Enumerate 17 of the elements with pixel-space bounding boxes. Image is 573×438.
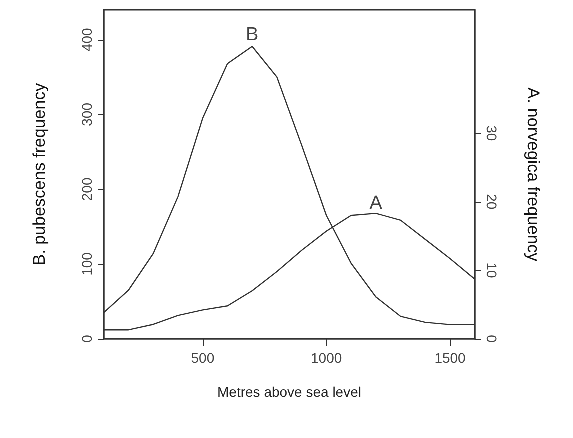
y2-tick-label: 20 <box>484 194 500 210</box>
y-tick-label: 300 <box>79 102 95 126</box>
annotation: A <box>370 192 383 214</box>
x-tick-label: 1000 <box>311 350 342 366</box>
y-tick-label: 100 <box>79 252 95 276</box>
annotation: B <box>246 24 259 46</box>
y2-tick-label: 30 <box>484 126 500 142</box>
y-tick-label: 200 <box>79 178 95 202</box>
y-tick-label: 400 <box>79 28 95 52</box>
x-axis-title: Metres above sea level <box>218 384 362 400</box>
y-tick-label: 0 <box>79 334 95 343</box>
y-axis-title: B. pubescens frequency <box>30 82 49 266</box>
x-tick-label: 500 <box>191 350 215 366</box>
y2-axis-title: A. norvegica frequency <box>524 88 543 262</box>
x-tick-label: 1500 <box>434 350 466 366</box>
y2-tick-label: 0 <box>484 335 500 344</box>
y2-tick-label: 10 <box>484 262 500 278</box>
